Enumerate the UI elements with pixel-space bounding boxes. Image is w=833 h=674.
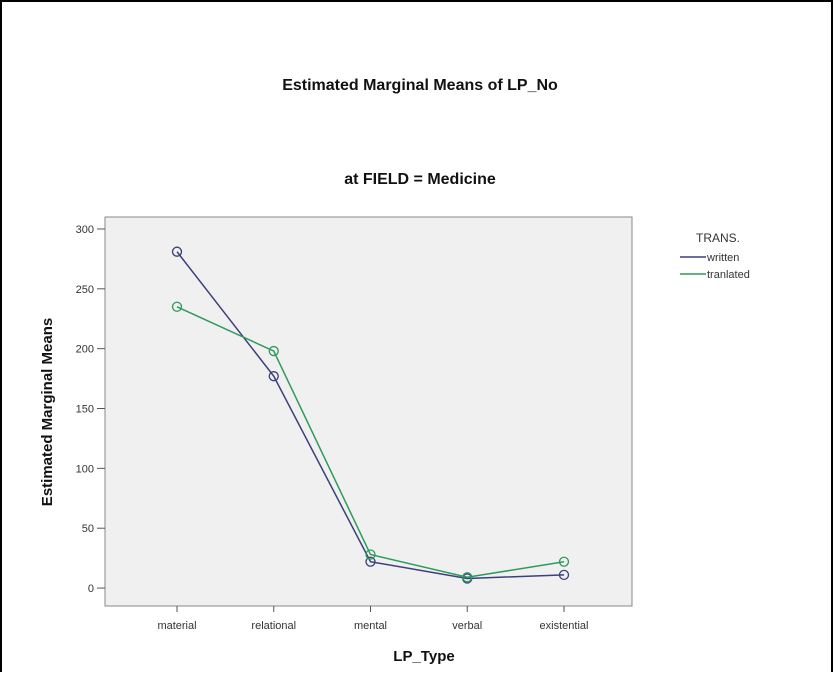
x-tick-label-relational: relational bbox=[251, 620, 296, 632]
data-point-tranlated bbox=[268, 345, 279, 357]
y-tick-label: 50 bbox=[82, 523, 94, 535]
y-tick-label: 150 bbox=[76, 404, 94, 416]
y-axis-label: Estimated Marginal Means bbox=[39, 318, 56, 506]
x-axis: material relational mental verbal existentia… bbox=[157, 606, 588, 632]
plot-area bbox=[104, 216, 633, 607]
series-line-written bbox=[176, 251, 565, 580]
legend-label-tranlated: tranlated bbox=[707, 269, 750, 281]
y-tick-label: 250 bbox=[76, 284, 94, 296]
x-tick-label-verbal: verbal bbox=[452, 620, 482, 632]
data-point-written bbox=[171, 246, 183, 257]
y-tick-label: 100 bbox=[76, 463, 94, 475]
y-tick-label: 300 bbox=[76, 224, 94, 236]
data-point-written bbox=[365, 556, 376, 567]
x-tick-label-mental: mental bbox=[354, 620, 387, 632]
y-axis: 0 50 100 150 200 250 300 bbox=[76, 224, 105, 595]
data-point-tranlated bbox=[171, 301, 183, 312]
y-tick-label: 200 bbox=[76, 344, 94, 356]
data-point-written bbox=[558, 569, 570, 581]
legend: TRANS. written tranlated bbox=[680, 231, 750, 281]
legend-label-written: written bbox=[706, 252, 739, 264]
series-line-tranlated bbox=[176, 306, 565, 579]
chart-title: Estimated Marginal Means of LP_No bbox=[282, 77, 558, 94]
x-tick-label-material: material bbox=[157, 620, 196, 632]
legend-title: TRANS. bbox=[696, 231, 740, 245]
x-tick-label-existential: existential bbox=[540, 620, 589, 632]
x-axis-label: LP_Type bbox=[393, 648, 454, 665]
data-point-written bbox=[268, 371, 279, 382]
chart-subtitle: at FIELD = Medicine bbox=[344, 171, 496, 188]
data-point-tranlated bbox=[558, 556, 570, 567]
data-point-tranlated bbox=[462, 572, 473, 583]
data-point-tranlated bbox=[365, 549, 376, 560]
y-tick-label: 0 bbox=[88, 583, 94, 595]
series-layer bbox=[171, 246, 570, 584]
legend-items: written tranlated bbox=[680, 252, 750, 281]
